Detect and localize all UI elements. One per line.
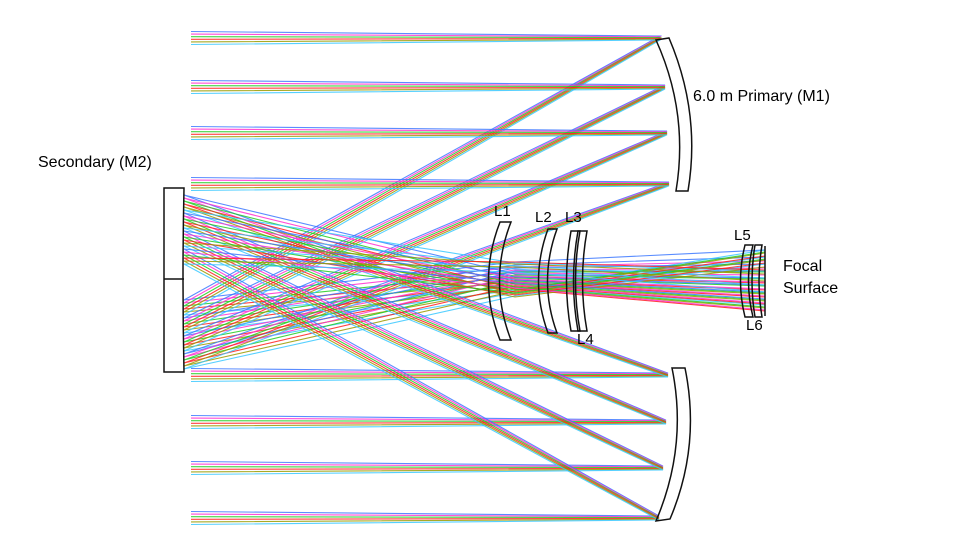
- focal-surface-label-line2: Surface: [783, 280, 839, 297]
- ray-47: [183, 263, 766, 526]
- lens-l2-label: L2: [535, 209, 552, 226]
- ray-39: [183, 239, 766, 470]
- lens-l1-label: L1: [494, 203, 511, 220]
- secondary-mirror: [163, 187, 185, 373]
- lens-l4-label: L4: [577, 331, 594, 348]
- lens-l6: [751, 244, 763, 318]
- lens-l5-label: L5: [734, 227, 751, 244]
- ray-40: [183, 242, 766, 473]
- lens-l3-label: L3: [565, 209, 582, 226]
- primary-mirror-upper: [654, 37, 693, 192]
- secondary-mirror-label: Secondary (M2): [38, 154, 152, 171]
- ray-44: [183, 254, 766, 519]
- lens-l2: [537, 228, 559, 334]
- ray-43: [183, 251, 766, 518]
- ray-bundles: [183, 30, 766, 526]
- ray-6: [183, 79, 766, 319]
- ray-4: [183, 38, 766, 313]
- ray-32: [183, 218, 766, 423]
- ray-45: [183, 257, 766, 520]
- lens-l1: [487, 221, 513, 341]
- ray-46: [183, 260, 766, 523]
- focal-surface-label-line1: Focal: [783, 258, 823, 275]
- primary-mirror-label: 6.0 m Primary (M1): [693, 88, 830, 105]
- ray-42: [183, 248, 766, 517]
- ray-7: [183, 82, 766, 322]
- ray-38: [183, 236, 766, 469]
- ray-0: [183, 30, 766, 301]
- ray-41: [183, 245, 766, 476]
- lens-l6-label: L6: [746, 317, 763, 334]
- ray-16: [183, 133, 766, 349]
- ray-5: [183, 39, 766, 316]
- lens-l4: [572, 230, 588, 332]
- primary-mirror-lower: [654, 367, 692, 522]
- lens-l5: [739, 244, 754, 318]
- ray-15: [183, 132, 766, 346]
- ray-37: [183, 233, 766, 468]
